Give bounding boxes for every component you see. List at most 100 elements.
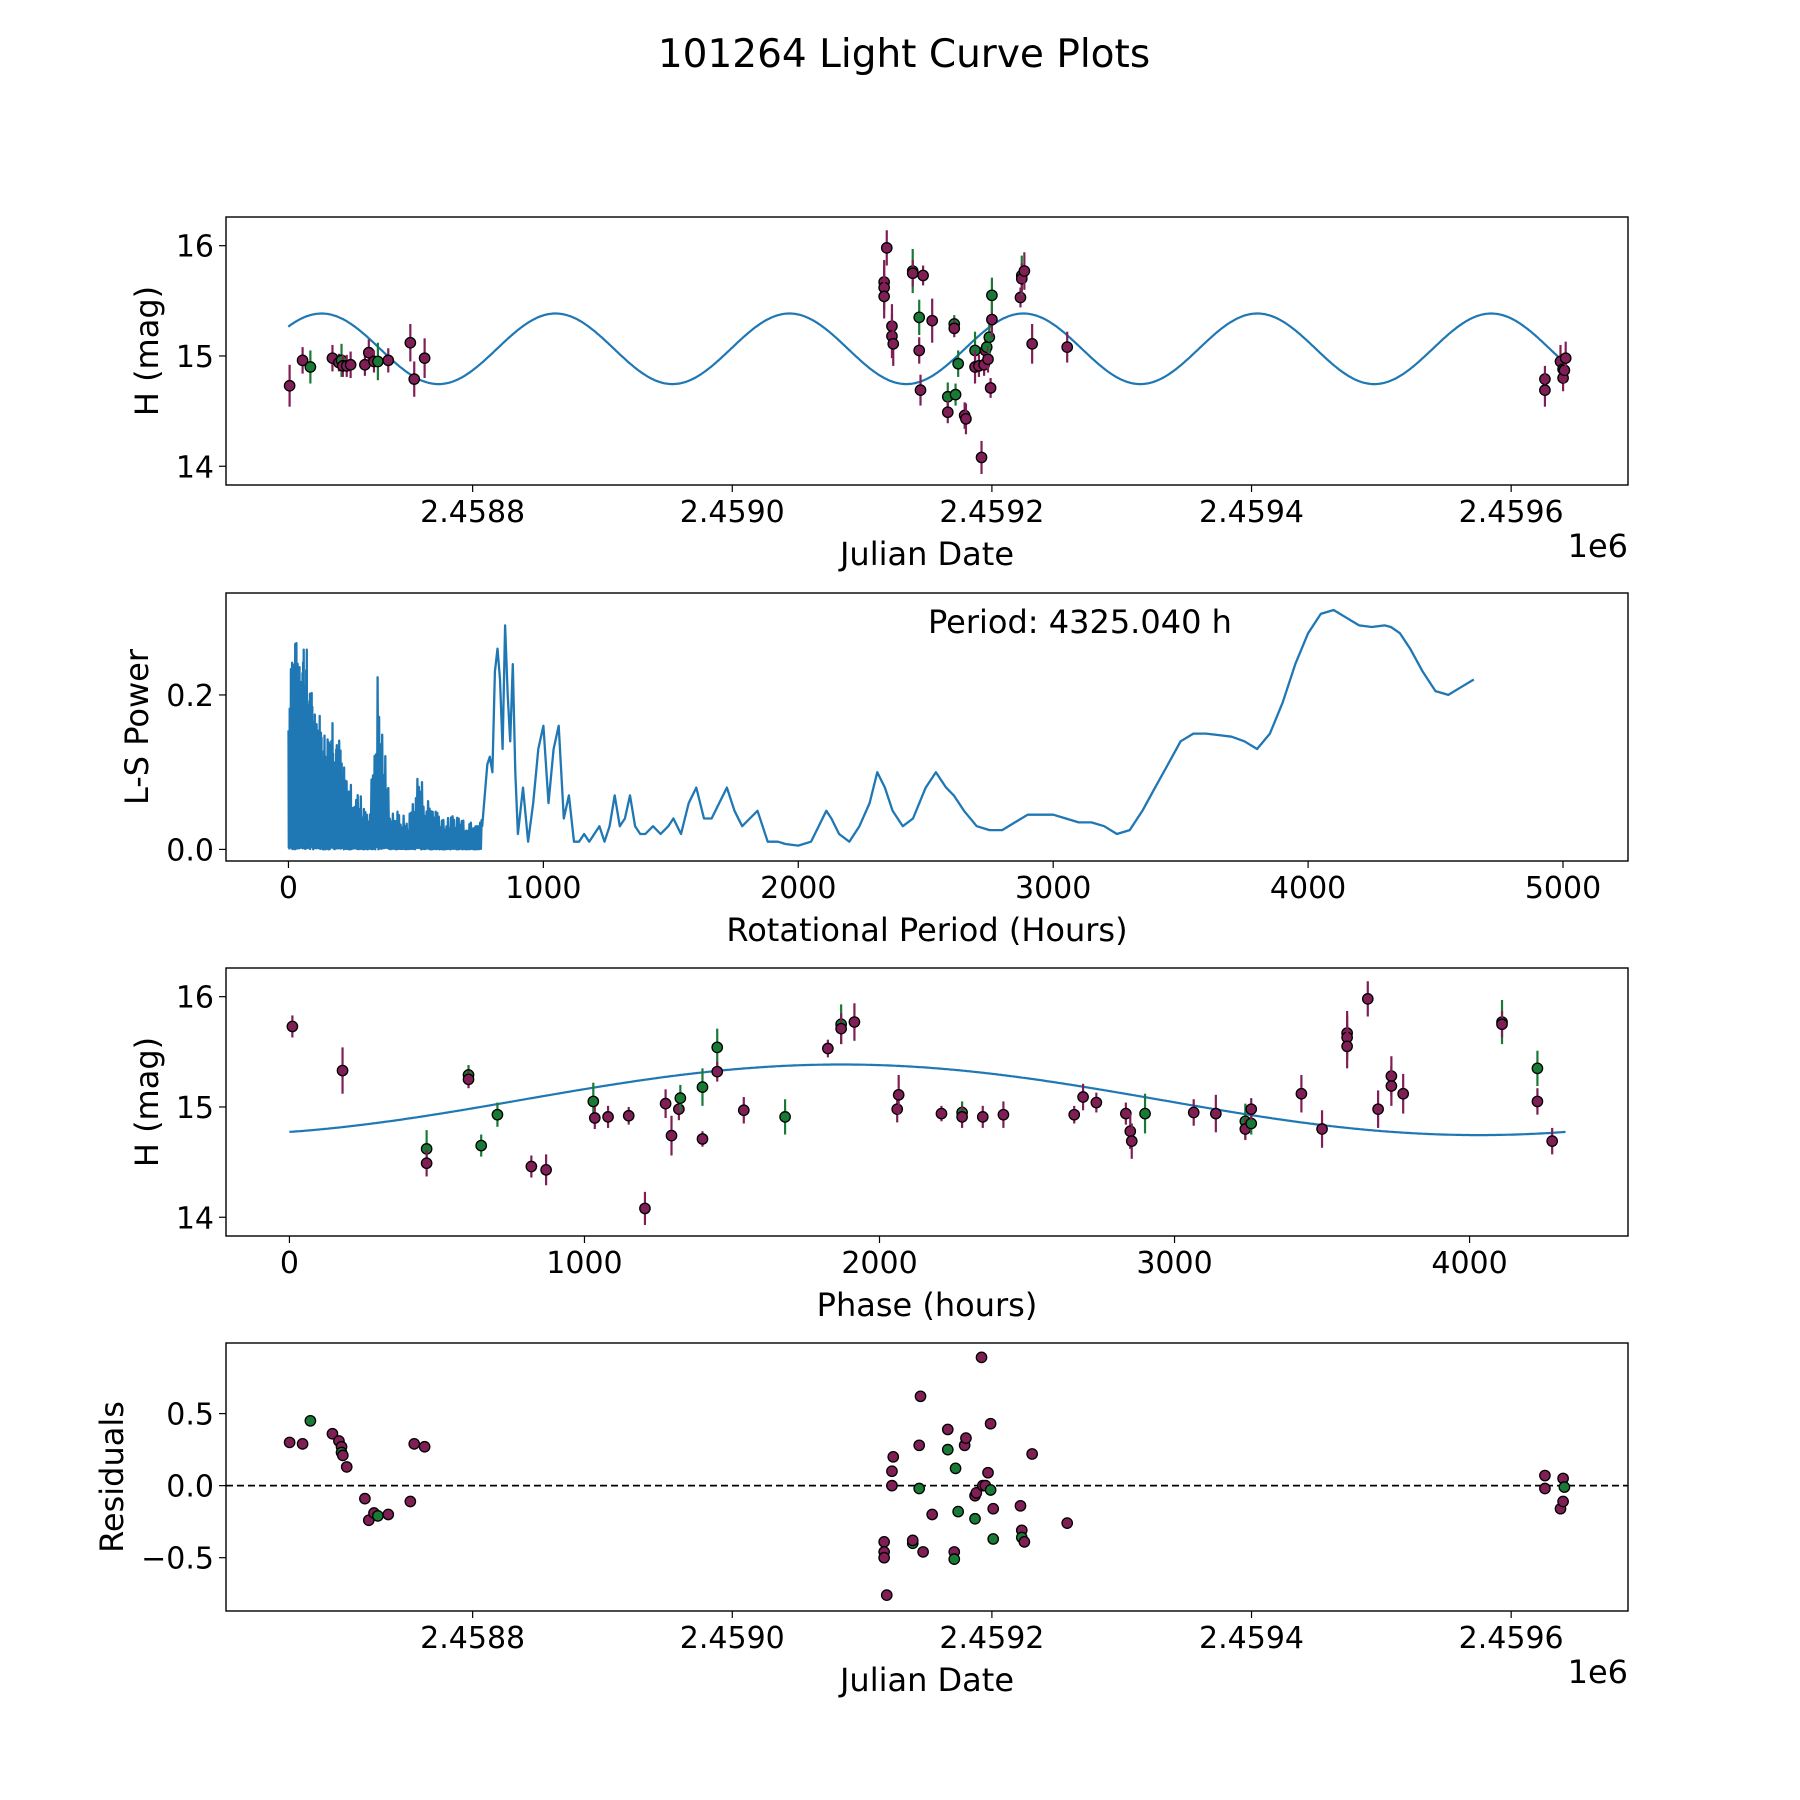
data-point xyxy=(622,1109,635,1122)
y-axis-label: H (mag) xyxy=(128,1037,166,1167)
data-point xyxy=(984,382,997,394)
data-point xyxy=(1546,1135,1559,1148)
data-point xyxy=(984,1417,997,1430)
data-point xyxy=(887,337,900,350)
data-point xyxy=(1090,1096,1103,1109)
data-point xyxy=(304,361,317,373)
data-point xyxy=(418,352,431,365)
data-point xyxy=(926,1508,939,1521)
data-point xyxy=(1077,1091,1089,1103)
axes-frame xyxy=(225,592,1629,862)
data-point xyxy=(986,313,998,326)
data-point xyxy=(1361,993,1374,1005)
data-point xyxy=(1558,364,1571,377)
data-point xyxy=(711,1041,724,1054)
axes-frame xyxy=(225,967,1629,1237)
panel-lightcurve: 2.4588 2.4590 2.4592 2.4594 2.4596 14 15 16 Juli… xyxy=(128,216,1629,573)
data-point xyxy=(540,1163,552,1176)
y-tick-label: 16 xyxy=(176,230,214,265)
data-point xyxy=(892,1088,905,1101)
data-point xyxy=(1372,1103,1384,1116)
y-tick-label: 14 xyxy=(176,450,214,485)
data-point xyxy=(949,1462,962,1475)
data-point xyxy=(887,1450,900,1463)
data-point xyxy=(878,290,891,303)
model-fit-curve xyxy=(287,312,1567,386)
data-point xyxy=(975,1351,988,1364)
x-tick-label: 3000 xyxy=(1015,871,1091,906)
data-point xyxy=(1061,1517,1074,1529)
data-point xyxy=(382,1508,395,1521)
y-tick-label: 0.0 xyxy=(166,1470,214,1505)
data-point xyxy=(1026,1448,1039,1460)
data-point xyxy=(1558,1481,1571,1493)
data-point xyxy=(1385,1080,1398,1092)
data-point xyxy=(336,1064,349,1077)
data-point xyxy=(779,1111,791,1123)
data-point xyxy=(941,1443,954,1456)
panel-residuals: 2.4588 2.4590 2.4592 2.4594 2.4596 −0.5 0.0 0.5… xyxy=(93,1342,1629,1699)
data-point xyxy=(1531,1095,1544,1108)
data-point xyxy=(1316,1123,1328,1135)
data-point xyxy=(926,314,939,327)
data-point xyxy=(917,1546,929,1558)
x-tick-label: 0 xyxy=(280,1246,299,1281)
x-tick-label: 2000 xyxy=(760,871,836,906)
data-point xyxy=(935,1107,948,1120)
x-tick-label: 2.4588 xyxy=(420,1621,525,1656)
data-point xyxy=(1124,1125,1137,1138)
data-point xyxy=(340,1461,353,1473)
data-point xyxy=(587,1095,600,1108)
data-point xyxy=(296,1438,309,1450)
data-point xyxy=(1496,1018,1508,1031)
data-point xyxy=(418,1440,431,1453)
y-tick-label: 15 xyxy=(176,340,214,375)
x-tick-label: 2.4588 xyxy=(420,495,525,530)
x-axis-label: Julian Date xyxy=(838,535,1014,573)
data-point xyxy=(913,311,926,324)
data-point xyxy=(336,1449,349,1462)
panel-phased: 0 1000 2000 3000 4000 14 15 16 Phase (hours) H (m… xyxy=(128,967,1629,1324)
data-point xyxy=(602,1111,614,1123)
x-tick-label: 2.4594 xyxy=(1199,495,1304,530)
x-tick-label: 1000 xyxy=(505,871,581,906)
data-point xyxy=(674,1092,687,1104)
x-tick-label: 2.4592 xyxy=(939,1621,1044,1656)
data-point xyxy=(970,1486,983,1499)
x-tick-label: 2.4596 xyxy=(1459,1621,1564,1656)
x-offset-label: 1e6 xyxy=(1568,1653,1628,1691)
plot-area xyxy=(287,608,1475,851)
data-point xyxy=(982,353,994,366)
data-point xyxy=(941,406,954,419)
data-point xyxy=(913,1482,926,1495)
data-point xyxy=(878,1551,891,1564)
x-tick-label: 5000 xyxy=(1525,871,1601,906)
data-point xyxy=(359,1492,371,1505)
plot-area xyxy=(286,981,1566,1225)
data-point xyxy=(326,1427,339,1440)
data-point xyxy=(1557,1495,1569,1508)
data-point xyxy=(906,267,919,280)
data-point xyxy=(1539,1469,1551,1482)
data-point xyxy=(283,379,296,392)
data-point xyxy=(878,1535,891,1548)
x-offset-label: 1e6 xyxy=(1568,527,1628,565)
y-tick-label: 0.5 xyxy=(166,1398,214,1433)
data-point xyxy=(1539,1482,1551,1495)
data-point xyxy=(880,1589,893,1602)
data-point xyxy=(462,1073,475,1086)
x-tick-label: 3000 xyxy=(1136,1246,1212,1281)
data-point xyxy=(960,1432,972,1444)
data-point xyxy=(906,1534,919,1547)
data-point xyxy=(917,269,929,282)
data-point xyxy=(913,1439,926,1452)
data-point xyxy=(475,1139,488,1152)
data-point xyxy=(372,355,384,368)
data-point xyxy=(665,1129,678,1142)
data-point xyxy=(283,1436,296,1449)
data-point xyxy=(997,1108,1010,1121)
data-point xyxy=(982,1466,994,1479)
data-point xyxy=(952,1505,965,1518)
data-point xyxy=(408,373,421,385)
data-point xyxy=(525,1160,538,1173)
